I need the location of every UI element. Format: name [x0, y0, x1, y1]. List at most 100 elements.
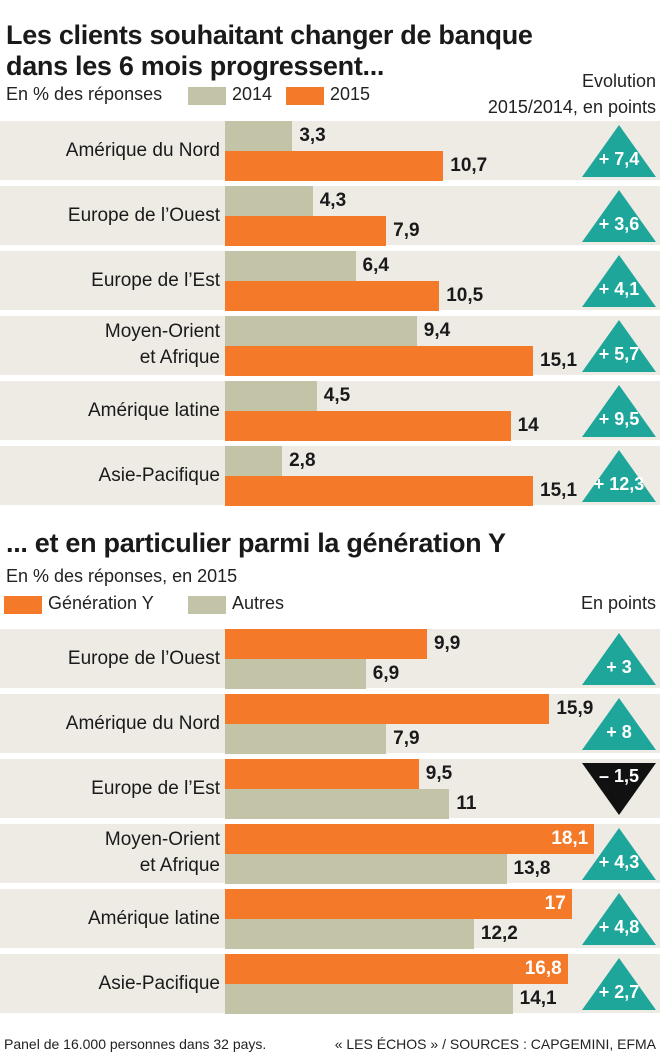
chart1-data-label: 2,8 — [289, 450, 316, 471]
chart2-change-note: En points — [580, 593, 656, 613]
chart1-legend-label-2014: 2014 — [232, 84, 273, 104]
chart2-change-label: – 1,5 — [598, 766, 640, 786]
chart2-category-label-line: Amérique du Nord — [65, 713, 220, 734]
chart2-category-label: Asie-Pacifique — [99, 971, 220, 997]
chart2-legend-label-autres: Autres — [232, 593, 285, 613]
chart2-category-label-line: Europe de l’Est — [91, 778, 220, 799]
chart2-category-label: Europe de l’Ouest — [68, 646, 220, 672]
chart1-bar-a — [225, 381, 317, 411]
chart1-bar-a — [225, 316, 417, 346]
chart1-change-up-triangle — [582, 190, 656, 242]
chart2-change-up-triangle — [582, 633, 656, 685]
chart2-change-up-triangle — [582, 958, 656, 1010]
chart1-data-label: 9,4 — [423, 320, 451, 341]
chart2-category-label-line: Asie-Pacifique — [98, 973, 220, 994]
chart1-change-label: + 12,3 — [593, 474, 645, 494]
chart2-bar-a — [225, 824, 595, 854]
chart1-bar-b — [225, 151, 444, 181]
chart2-category-label: Amérique latine — [88, 906, 220, 932]
chart1-bar-b — [225, 411, 511, 441]
chart1-title-line-1: Les clients souhaitant changer de banque — [6, 20, 533, 50]
chart1-change-up-triangle — [582, 450, 656, 502]
chart2-title: ... et en particulier parmi la génératio… — [6, 528, 506, 558]
chart1-category-label-line: Amérique latine — [87, 400, 220, 421]
chart2-change-label: + 4,8 — [598, 917, 640, 937]
chart1-category-label-line: et Afrique — [139, 347, 220, 368]
chart1-data-label: 6,4 — [362, 255, 389, 276]
chart1-category-label-line: Amérique du Nord — [65, 140, 220, 161]
chart1-category-label-line: Europe de l’Est — [91, 270, 220, 291]
chart1-category-label-line: Asie-Pacifique — [98, 465, 220, 486]
chart2-data-label: 13,8 — [513, 858, 551, 879]
chart2-data-label: 16,8 — [524, 958, 562, 979]
chart2-legend-swatch-geny — [4, 596, 42, 614]
chart2-category-label-line: Europe de l’Ouest — [67, 648, 220, 669]
chart2-category-label: Europe de l’Est — [91, 776, 220, 802]
chart2-bar-b — [225, 724, 387, 754]
chart2-data-label: 9,5 — [425, 763, 453, 784]
chart2-bar-b — [225, 919, 474, 949]
chart1-subtitle: En % des réponses — [6, 84, 163, 104]
chart2-category-label: Moyen-Orient et Afrique — [105, 827, 220, 879]
chart1-data-label: 15,1 — [540, 480, 578, 501]
chart2-category-label: Amérique du Nord — [66, 711, 220, 737]
chart2-category-label-line: Amérique latine — [87, 908, 220, 929]
chart1-note-line-1: Evolution — [581, 71, 656, 91]
chart1-change-up-triangle — [582, 255, 656, 307]
chart1-title: Les clients souhaitant changer de banque… — [6, 20, 533, 82]
chart1-bar-b — [225, 346, 534, 376]
chart1-data-label: 14 — [517, 415, 539, 436]
chart1-change-label: + 7,4 — [598, 149, 640, 169]
chart1-legend-swatch-2015 — [286, 87, 324, 105]
chart2-data-label: 7,9 — [393, 728, 420, 749]
chart1-data-label: 10,5 — [446, 285, 484, 306]
chart1-change-up-triangle — [582, 320, 656, 372]
chart2-category-label-line: et Afrique — [139, 855, 220, 876]
chart2-change-down-triangle — [582, 763, 656, 815]
chart2-bar-b — [225, 659, 366, 689]
chart2-bar-b — [225, 854, 507, 884]
chart2-category-label-line: Moyen-Orient — [104, 829, 220, 850]
chart1-data-label: 15,1 — [540, 350, 578, 371]
chart2-data-label: 15,9 — [556, 698, 594, 719]
chart2-change-label: + 4,3 — [598, 852, 640, 872]
chart1-change-note: Evolution 2015/2014, en points — [488, 68, 656, 120]
chart2-data-label: 18,1 — [551, 828, 589, 849]
chart2-bar-a — [225, 759, 419, 789]
chart2-subtitle: En % des réponses, en 2015 — [6, 566, 238, 586]
footer-source: « LES ÉCHOS » / SOURCES : CAPGEMINI, EFM… — [334, 1036, 656, 1052]
chart1-category-label: Amérique latine — [88, 398, 220, 424]
chart1-category-label: Moyen-Orient et Afrique — [105, 319, 220, 371]
chart1-change-label: + 9,5 — [598, 409, 640, 429]
chart2-data-label: 14,1 — [519, 988, 557, 1009]
chart2-change-label: + 2,7 — [598, 982, 640, 1002]
chart2-data-label: 11 — [456, 793, 477, 814]
chart1-bar-a — [225, 251, 356, 281]
chart1-bar-a — [225, 186, 313, 216]
chart1-change-label: + 3,6 — [598, 214, 640, 234]
chart1-category-label: Amérique du Nord — [66, 138, 220, 164]
chart2-data-label: 12,2 — [480, 923, 518, 944]
chart1-bar-b — [225, 216, 387, 246]
chart2-bar-b — [225, 789, 450, 819]
footer-panel-note: Panel de 16.000 personnes dans 32 pays. — [4, 1036, 267, 1052]
chart1-category-label: Europe de l’Ouest — [68, 203, 220, 229]
chart1-category-label-line: Moyen-Orient — [104, 321, 220, 342]
chart2-bar-a — [225, 629, 427, 659]
chart1-data-label: 4,3 — [319, 190, 347, 211]
chart2-data-label: 17 — [544, 893, 566, 914]
chart1-category-label-line: Europe de l’Ouest — [67, 205, 220, 226]
chart1-change-up-triangle — [582, 385, 656, 437]
chart2-change-up-triangle — [582, 893, 656, 945]
chart2-change-label: + 8 — [606, 722, 632, 742]
chart1-change-label: + 4,1 — [598, 279, 640, 299]
chart2-legend-swatch-autres — [188, 596, 226, 614]
chart2-change-label: + 3 — [606, 657, 632, 677]
chart2-bar-b — [225, 984, 513, 1014]
chart2-bar-a — [225, 954, 568, 984]
chart1-data-label: 10,7 — [450, 155, 488, 176]
chart1-title-line-2: dans les 6 mois progressent... — [6, 51, 385, 81]
chart1-category-label: Europe de l’Est — [91, 268, 220, 294]
